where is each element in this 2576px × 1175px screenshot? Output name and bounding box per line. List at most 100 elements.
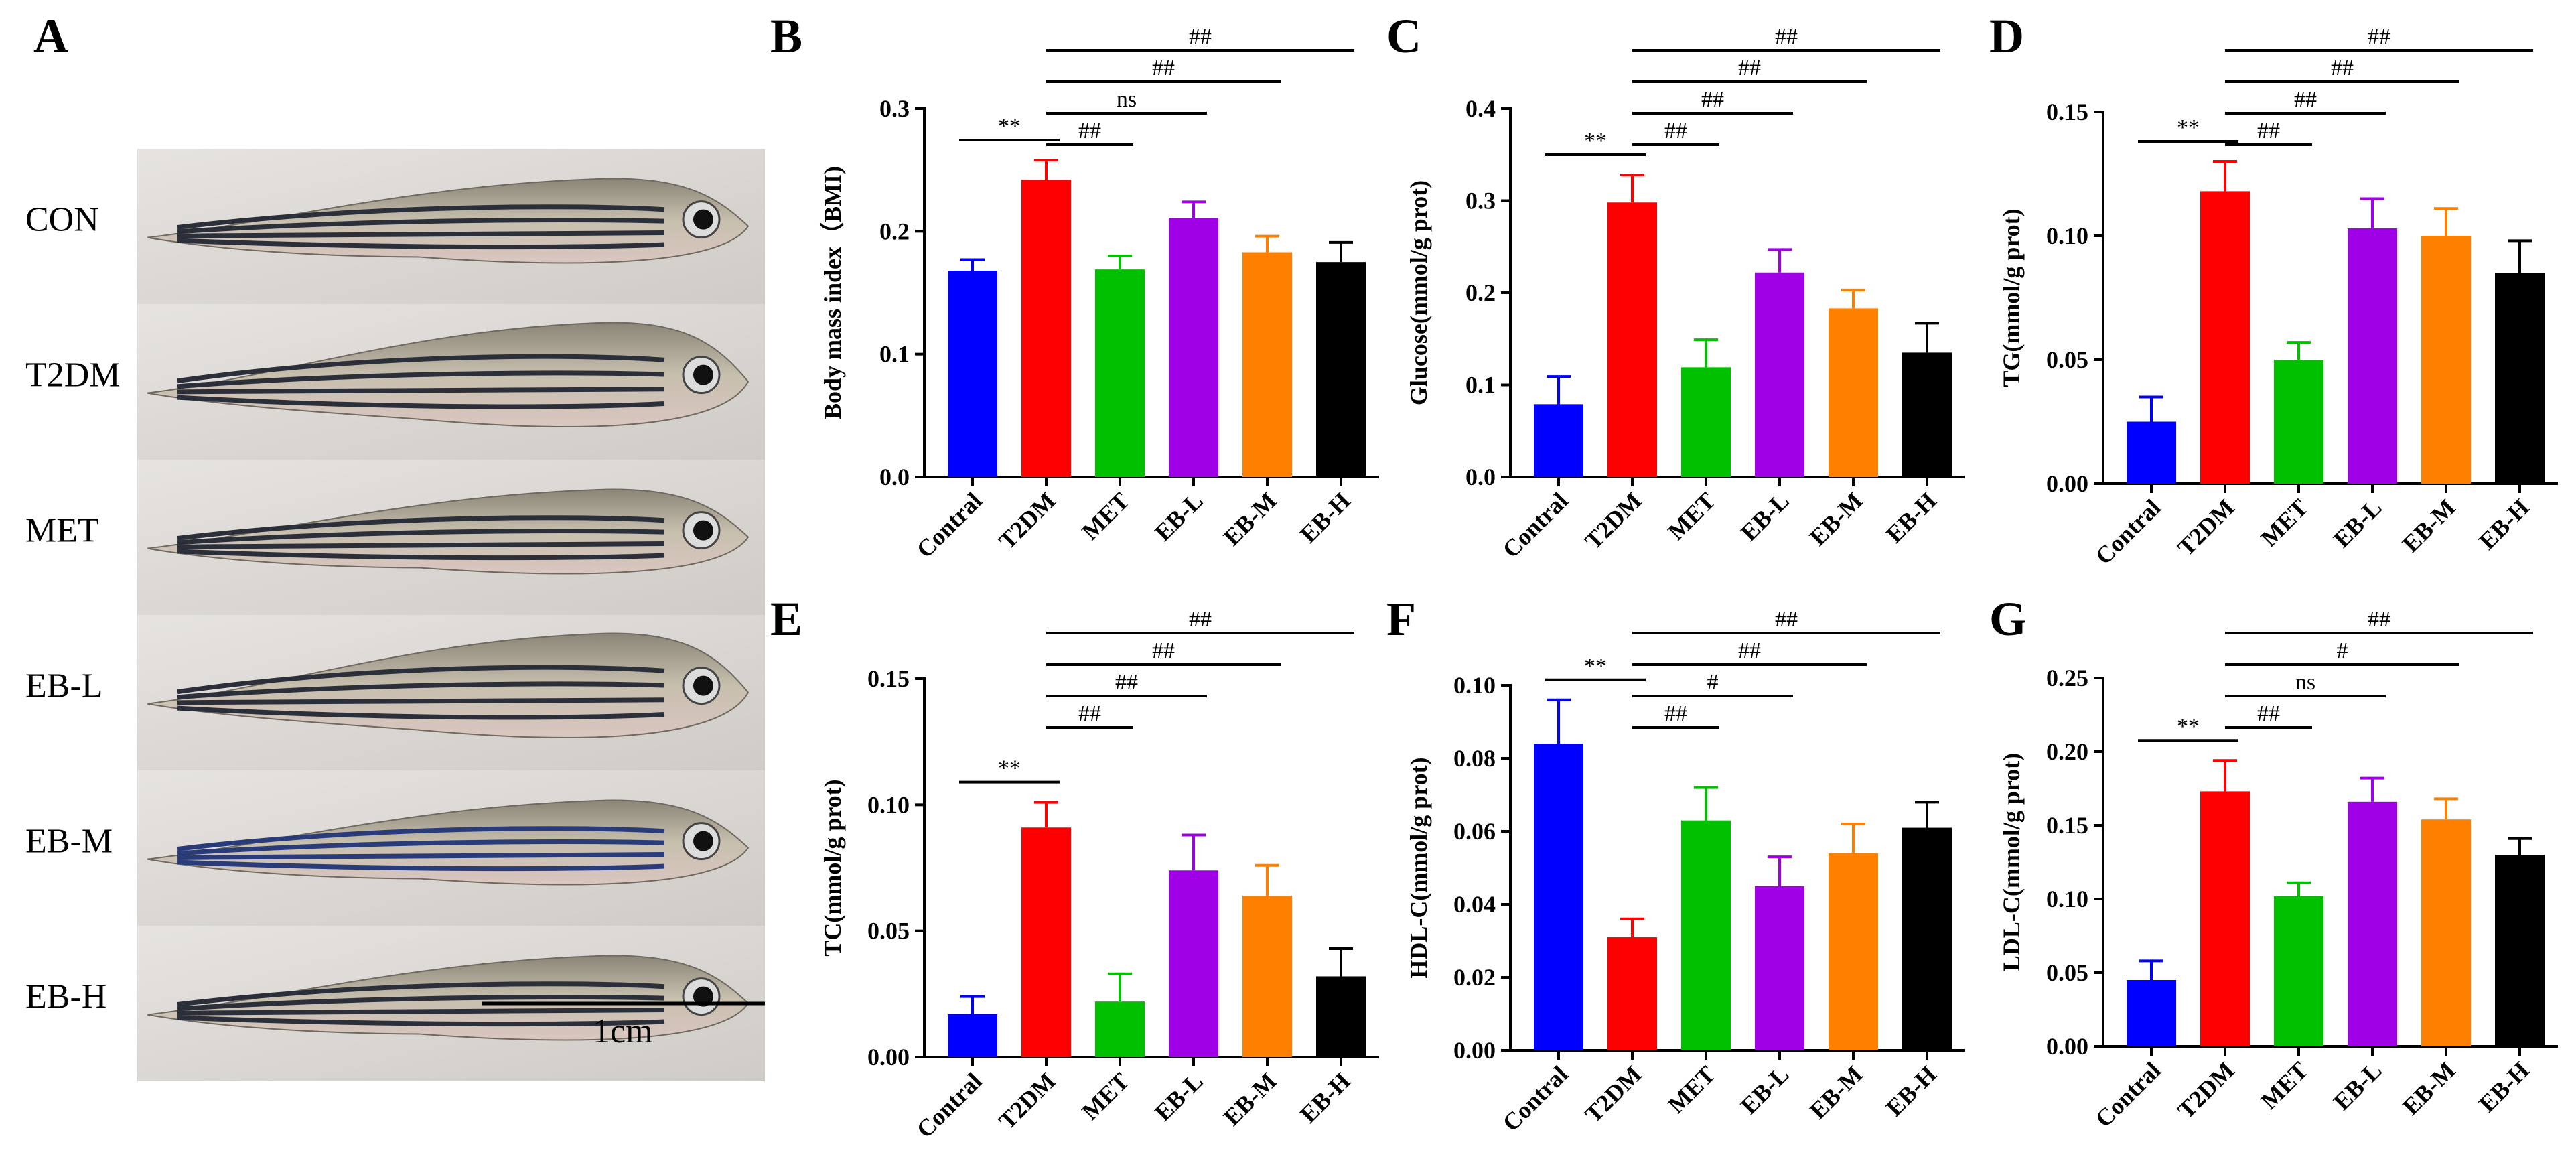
fish-stripe xyxy=(177,681,665,700)
fish-stripe xyxy=(177,541,665,549)
y-axis-label: HDL-C(mmol/g prot) xyxy=(1405,757,1432,978)
y-tick-label: 0.2 xyxy=(879,218,910,245)
x-tick-label: EB-H xyxy=(1295,1067,1356,1128)
y-axis-label: LDL-C(mmol/g prot) xyxy=(1998,753,2025,971)
fish-row: EB-H xyxy=(25,926,765,1081)
x-tick-label: T2DM xyxy=(993,487,1060,554)
fish-stripe xyxy=(177,230,665,238)
panel-letter-c: C xyxy=(1386,9,1421,63)
fish-stripe xyxy=(177,665,665,695)
x-tick-label: MET xyxy=(2255,1056,2313,1114)
significance-label: ** xyxy=(1584,654,1607,679)
x-tick-label: EB-M xyxy=(1804,1060,1868,1124)
bar-t2dm xyxy=(1607,937,1657,1050)
fish-stripe xyxy=(177,1008,665,1016)
fish-row: EB-M xyxy=(25,770,765,926)
bar-eb-m xyxy=(2421,819,2471,1046)
significance-label: ## xyxy=(1738,56,1761,80)
significance-label: ** xyxy=(2177,714,2200,739)
fish-stripe xyxy=(177,218,665,234)
significance-label: ## xyxy=(1775,24,1798,49)
bar-contral xyxy=(1534,744,1583,1050)
x-tick-label: EB-H xyxy=(2474,1056,2534,1117)
fish-stripe xyxy=(177,995,665,1012)
bar-contral xyxy=(2127,980,2176,1046)
significance-label: ** xyxy=(998,756,1021,781)
bar-eb-l xyxy=(1755,886,1804,1050)
significance-label: ## xyxy=(1701,87,1724,112)
significance-label: ## xyxy=(1152,56,1175,80)
y-tick-label: 0.10 xyxy=(1453,672,1496,699)
significance-label: ## xyxy=(2257,701,2280,726)
bar-met xyxy=(2274,360,2323,484)
panel-a-photos: A CON T2DM MET EB-L EB-M EB-H 1cm xyxy=(25,9,765,1081)
x-tick-label: Contral xyxy=(912,487,987,563)
significance-label: ## xyxy=(1775,607,1798,632)
bar-eb-h xyxy=(2495,273,2545,484)
fish-pupil xyxy=(693,209,713,230)
x-tick-label: MET xyxy=(1662,487,1720,545)
x-tick-label: EB-M xyxy=(1218,487,1282,551)
fish-stripe xyxy=(177,515,665,541)
x-tick-label: EB-H xyxy=(1881,487,1942,548)
significance-label: ## xyxy=(2257,119,2280,143)
x-tick-label: Contral xyxy=(1498,487,1573,563)
significance-label: ## xyxy=(1664,701,1687,726)
bar-eb-l xyxy=(2348,801,2397,1046)
fish-stripe xyxy=(177,859,665,872)
x-tick-label: EB-L xyxy=(1735,487,1794,546)
bar-met xyxy=(1681,367,1731,477)
significance-label: ** xyxy=(998,114,1021,139)
bar-eb-l xyxy=(1755,272,1804,477)
bar-t2dm xyxy=(2200,791,2250,1046)
x-tick-label: EB-L xyxy=(1149,1067,1208,1126)
y-tick-label: 0.00 xyxy=(867,1044,910,1070)
fish-stripe xyxy=(177,697,665,705)
fish-row: CON xyxy=(25,149,765,304)
significance-label: ## xyxy=(1115,670,1138,695)
significance-label: ## xyxy=(1078,119,1101,143)
panel-letter-a: A xyxy=(33,9,68,63)
y-tick-label: 0.1 xyxy=(879,341,910,368)
bar-t2dm xyxy=(1021,180,1071,477)
y-tick-label: 0.05 xyxy=(867,918,910,945)
y-tick-label: 0.00 xyxy=(2046,1033,2088,1060)
y-tick-label: 0.0 xyxy=(879,464,910,490)
bar-eb-m xyxy=(1242,895,1292,1057)
bar-eb-l xyxy=(2348,228,2397,484)
bar-eb-h xyxy=(1316,262,1366,477)
fish-stripe xyxy=(177,852,665,860)
bar-eb-h xyxy=(1316,976,1366,1057)
significance-label: ns xyxy=(1117,87,1137,112)
panel-letter-g: G xyxy=(1989,592,2027,646)
fish-stripe xyxy=(177,204,665,230)
bar-eb-m xyxy=(2421,236,2471,484)
fish-photo-stack: CON T2DM MET EB-L EB-M EB-H xyxy=(25,149,765,1081)
significance-label: ## xyxy=(2331,56,2354,80)
significance-label: ## xyxy=(2368,607,2390,632)
fish-pupil xyxy=(693,675,713,696)
bar-eb-h xyxy=(1902,352,1952,477)
y-tick-label: 0.2 xyxy=(1465,279,1496,306)
fish-row-label: T2DM xyxy=(25,356,121,394)
x-tick-label: EB-M xyxy=(2397,1056,2461,1120)
significance-label: ns xyxy=(2295,670,2315,695)
fish-stripe xyxy=(177,1015,665,1027)
bar-met xyxy=(1095,1001,1145,1057)
bar-eb-m xyxy=(1829,853,1878,1050)
y-tick-label: 0.25 xyxy=(2046,665,2088,691)
bar-eb-l xyxy=(1169,218,1218,477)
bar-eb-h xyxy=(1902,827,1952,1050)
bar-eb-m xyxy=(1242,252,1292,477)
y-axis-label: TG(mmol/g prot) xyxy=(1998,208,2025,387)
scale-bar-label: 1cm xyxy=(593,1012,653,1050)
x-tick-label: Contral xyxy=(2090,1056,2166,1132)
bar-met xyxy=(2274,896,2323,1046)
fish-row-label: EB-M xyxy=(25,822,113,860)
bar-met xyxy=(1095,269,1145,477)
x-tick-label: T2DM xyxy=(2172,1056,2239,1123)
x-tick-label: EB-L xyxy=(2328,1056,2387,1115)
x-tick-label: T2DM xyxy=(993,1067,1060,1134)
significance-label: ## xyxy=(1078,701,1101,726)
